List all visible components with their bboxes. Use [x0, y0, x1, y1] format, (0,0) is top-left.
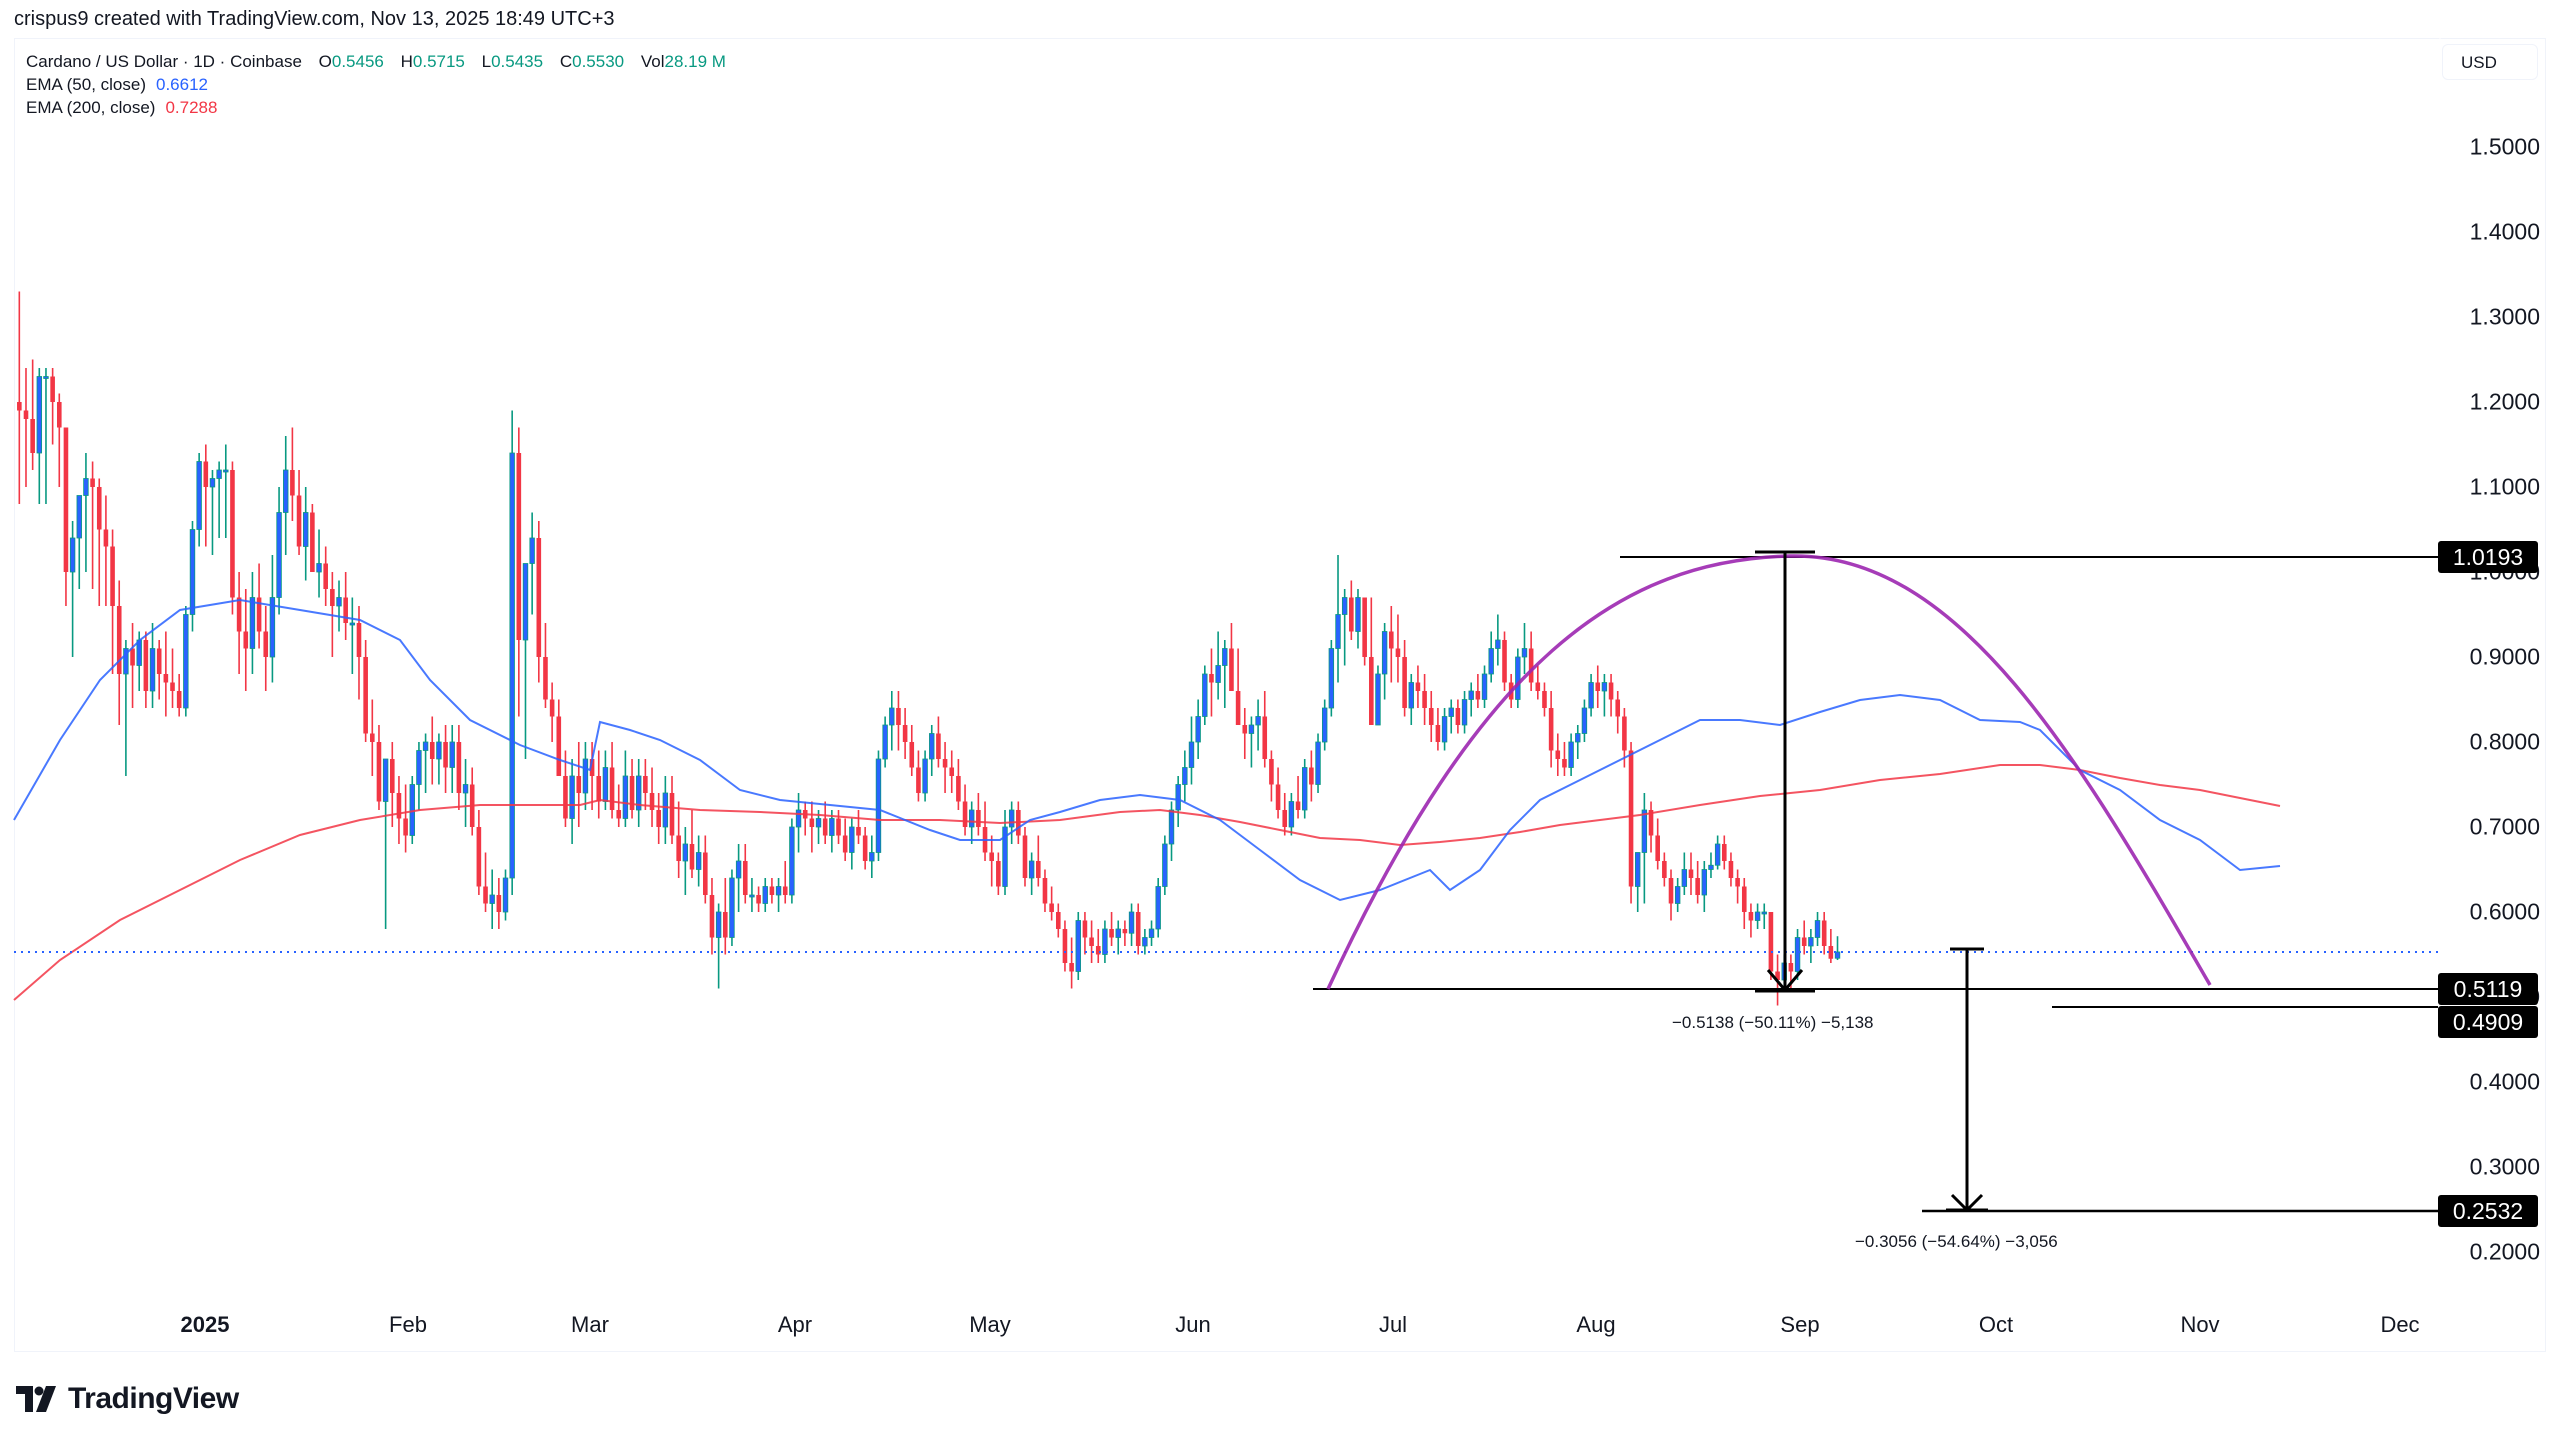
measure-arrow-1[interactable] — [1755, 550, 1815, 993]
candlesticks — [17, 291, 1841, 1006]
symbol-name: Cardano / US Dollar · 1D · Coinbase — [26, 52, 302, 71]
time-tick: Oct — [1978, 1312, 2014, 1337]
ema50-line — [13, 598, 2281, 902]
high-label: H — [400, 52, 413, 71]
price-tick: 1.5000 — [2469, 133, 2540, 160]
price-tag-0-2532: 0.2532 — [2438, 1195, 2538, 1227]
open-value: 0.5456 — [331, 52, 384, 71]
price-tick: 0.8000 — [2469, 728, 2540, 755]
price-tick: 0.4000 — [2469, 1068, 2540, 1095]
chart-credit: crispus9 created with TradingView.com, N… — [14, 8, 615, 30]
ema200-row[interactable]: EMA (200, close) 0.7288 — [26, 96, 726, 119]
tradingview-logo[interactable]: TradingView — [16, 1382, 239, 1416]
ema50-value: 0.6612 — [156, 75, 208, 94]
price-tick: 1.1000 — [2469, 473, 2540, 500]
volume-label: Vol — [640, 52, 665, 71]
price-tick: 0.7000 — [2469, 813, 2540, 840]
low-label: L — [481, 52, 492, 71]
price-tag-0-5119: 0.5119 — [2438, 973, 2538, 1005]
time-tick: Apr — [777, 1312, 813, 1337]
price-tick: 1.4000 — [2469, 218, 2540, 245]
time-tick: Jul — [1378, 1312, 1408, 1337]
ema200-value: 0.7288 — [165, 98, 218, 117]
measure-label-2: −0.3056 (−54.64%) −3,056 — [1855, 1232, 2058, 1251]
drawings[interactable] — [1313, 550, 2438, 1213]
tradingview-logo-text: TradingView — [68, 1382, 239, 1415]
ema200-label: EMA (200, close) — [26, 98, 156, 117]
ema200-line — [13, 764, 2281, 1001]
rounded-top-arc[interactable] — [1326, 554, 2212, 990]
close-label: C — [559, 52, 573, 71]
price-tag-0-4909: 0.4909 — [2438, 1006, 2538, 1038]
time-tick: May — [969, 1312, 1011, 1337]
chart-pane[interactable] — [14, 38, 2546, 1352]
close-value: 0.5530 — [572, 52, 625, 71]
time-tick: Mar — [571, 1312, 609, 1337]
time-tick: 2025 — [180, 1312, 230, 1337]
symbol-row[interactable]: Cardano / US Dollar · 1D · Coinbase O0.5… — [26, 50, 726, 73]
price-tick: 0.3000 — [2469, 1153, 2540, 1180]
price-tick: 0.2000 — [2469, 1238, 2540, 1265]
price-tick: 0.6000 — [2469, 898, 2540, 925]
ema50-row[interactable]: EMA (50, close) 0.6612 — [26, 73, 726, 96]
currency-button[interactable]: USD — [2442, 44, 2538, 80]
time-tick: Dec — [2380, 1312, 2420, 1337]
time-tick: Jun — [1175, 1312, 1211, 1337]
time-tick: Aug — [1576, 1312, 1616, 1337]
time-tick: Nov — [2180, 1312, 2220, 1337]
time-tick: Sep — [1780, 1312, 1820, 1337]
price-tick: 0.9000 — [2469, 643, 2540, 670]
price-tick: 1.2000 — [2469, 388, 2540, 415]
price-tick: 1.3000 — [2469, 303, 2540, 330]
low-value: 0.5435 — [491, 52, 544, 71]
measure-label-1: −0.5138 (−50.11%) −5,138 — [1672, 1013, 1874, 1032]
tradingview-logo-icon — [16, 1386, 56, 1412]
chart-legend: Cardano / US Dollar · 1D · Coinbase O0.5… — [26, 50, 726, 119]
ema50-label: EMA (50, close) — [26, 75, 146, 94]
high-value: 0.5715 — [412, 52, 465, 71]
volume-value: 28.19 M — [664, 52, 726, 71]
measure-arrow-2[interactable] — [1946, 947, 1988, 1213]
time-tick: Feb — [389, 1312, 427, 1337]
open-label: O — [318, 52, 332, 71]
price-tag-1-0193: 1.0193 — [2438, 541, 2538, 573]
